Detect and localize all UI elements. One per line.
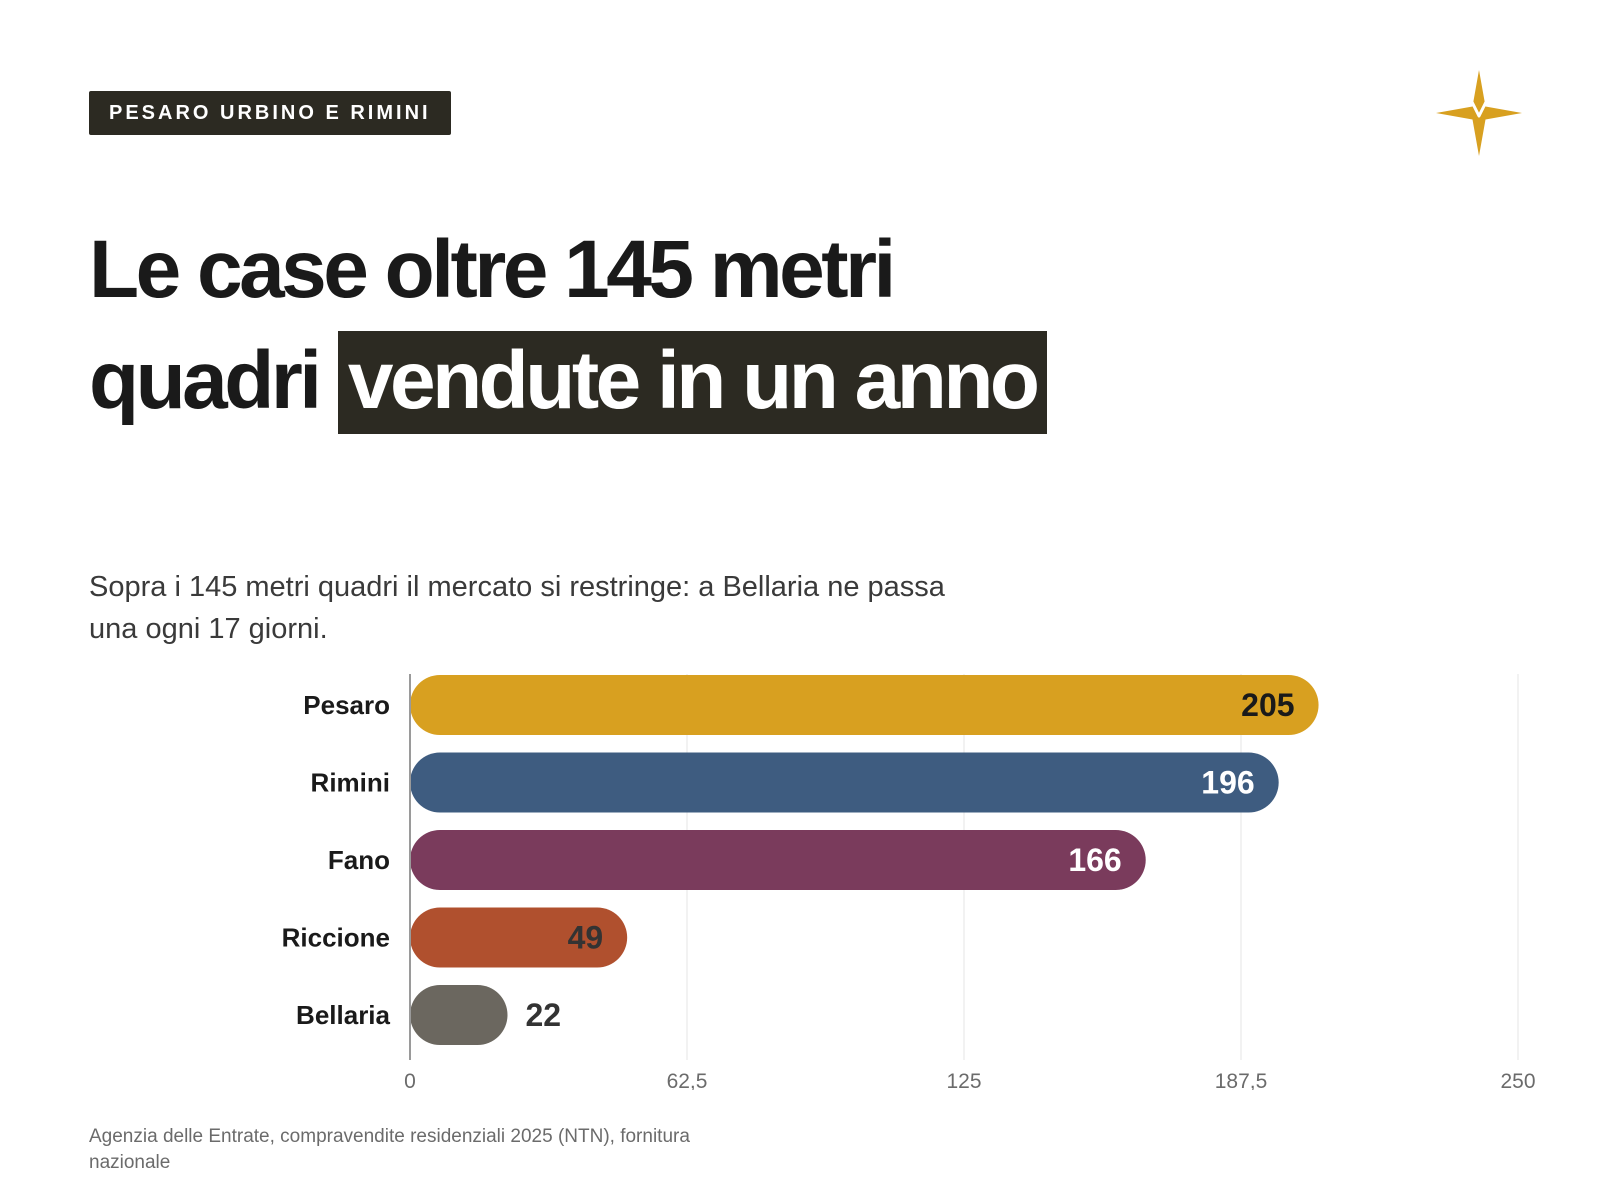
chart-subtitle: Sopra i 145 metri quadri il mercato si r… [89, 571, 945, 645]
x-tick-label: 0 [404, 1070, 416, 1090]
title-plain: Le case oltre 145 metri quadri [89, 224, 896, 426]
category-label: Bellaria [296, 1000, 390, 1030]
category-label: Fano [328, 845, 390, 875]
page-title: Le case oltre 145 metri quadri vendute i… [89, 214, 1049, 436]
category-label: Pesaro [303, 690, 390, 720]
x-tick-label: 250 [1500, 1070, 1535, 1090]
region-tag: PESARO URBINO E RIMINI [89, 91, 451, 135]
bar-pesaro [410, 675, 1319, 735]
data-label: 22 [526, 997, 562, 1033]
x-tick-label: 62,5 [667, 1070, 708, 1090]
bar-fano [410, 830, 1146, 890]
title-highlight: vendute in un anno [337, 331, 1047, 434]
data-label: 205 [1241, 687, 1294, 723]
bar-chart: 0 62,5 125 187,5 250 Pesaro 205 Rimini 196 Fano 16… [282, 674, 1536, 1090]
star-compass-icon [1436, 70, 1522, 156]
bar-bellaria [410, 985, 508, 1045]
data-label: 166 [1068, 842, 1121, 878]
x-tick-label: 125 [946, 1070, 981, 1090]
x-tick-label: 187,5 [1215, 1070, 1268, 1090]
category-label: Riccione [282, 923, 390, 953]
bar-riccione [410, 907, 628, 968]
bar-rimini [410, 752, 1279, 813]
data-label: 49 [568, 920, 604, 956]
category-label: Rimini [311, 768, 390, 798]
data-label: 196 [1201, 765, 1254, 801]
source-note: Agenzia delle Entrate, compravendite res… [89, 1126, 690, 1173]
